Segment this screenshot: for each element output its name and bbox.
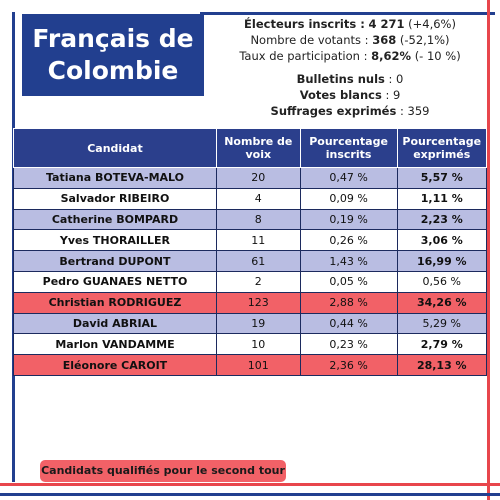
pct-registered: 0,19 %	[299, 208, 398, 231]
column-header: Pourcentage exprimés	[396, 128, 488, 168]
stat-extra: (- 10 %)	[414, 49, 461, 63]
candidate: David ABRIAL	[13, 312, 217, 335]
stat-line: Bulletins nuls : 0	[210, 71, 490, 87]
frame-line	[487, 0, 490, 500]
pct-cast: 5,29 %	[396, 312, 488, 335]
legend-qualified: Candidats qualifiés pour le second tour	[40, 460, 286, 482]
stat-label: Votes blancs	[299, 88, 382, 102]
pct-cast: 1,11 %	[396, 187, 488, 210]
votes: 19	[215, 312, 301, 335]
stat-extra: (+4,6%)	[408, 17, 456, 31]
column-header: Pourcentage inscrits	[299, 128, 398, 168]
stats: Électeurs inscrits : 4 271 (+4,6%) Nombre…	[210, 16, 490, 119]
pct-registered: 0,09 %	[299, 187, 398, 210]
pct-cast: 2,23 %	[396, 208, 488, 231]
stat-extra: (-52,1%)	[399, 33, 450, 47]
pct-cast: 3,06 %	[396, 229, 488, 252]
table-row: Tatiana BOTEVA-MALO 20 0,47 % 5,57 %	[13, 167, 488, 189]
pct-registered: 2,36 %	[299, 354, 398, 376]
title-box: Français de Colombie	[22, 14, 204, 96]
votes: 101	[215, 354, 301, 376]
table-row: Eléonore CAROIT 101 2,36 % 28,13 %	[13, 354, 488, 376]
stat-value: : 9	[385, 88, 401, 102]
column-header: Candidat	[13, 128, 217, 168]
pct-cast: 2,79 %	[396, 333, 488, 356]
stat-value: 368	[372, 33, 397, 47]
frame-line	[0, 493, 500, 496]
stat-value: 8,62%	[371, 49, 412, 63]
title: Français de	[32, 24, 194, 53]
votes: 11	[215, 229, 301, 252]
pct-registered: 0,44 %	[299, 312, 398, 335]
stat-line: Électeurs inscrits : 4 271 (+4,6%)	[210, 16, 490, 32]
votes: 2	[215, 270, 301, 293]
table-row: Marlon VANDAMME 10 0,23 % 2,79 %	[13, 333, 488, 356]
votes: 4	[215, 187, 301, 210]
stat-value: : 359	[399, 104, 430, 118]
stat-label: Électeurs inscrits :	[244, 17, 365, 31]
pct-registered: 0,05 %	[299, 270, 398, 293]
stat-value: 4 271	[368, 17, 405, 31]
votes: 20	[215, 167, 301, 189]
table-row: Yves THORAILLER 11 0,26 % 3,06 %	[13, 229, 488, 252]
stat-value: : 0	[388, 72, 404, 86]
votes: 8	[215, 208, 301, 231]
pct-registered: 0,23 %	[299, 333, 398, 356]
spacer	[210, 64, 490, 71]
candidate: Christian RODRIGUEZ	[13, 291, 217, 314]
table-row: Salvador RIBEIRO 4 0,09 % 1,11 %	[13, 187, 488, 210]
stat-line: Taux de participation : 8,62% (- 10 %)	[210, 48, 490, 64]
candidate: Catherine BOMPARD	[13, 208, 217, 231]
stat-label: Suffrages exprimés	[270, 104, 397, 118]
pct-cast: 28,13 %	[396, 354, 488, 376]
stat-label: Nombre de votants :	[250, 33, 369, 47]
pct-cast: 16,99 %	[396, 250, 488, 272]
pct-cast: 5,57 %	[396, 167, 488, 189]
candidate: Marlon VANDAMME	[13, 333, 217, 356]
candidate: Tatiana BOTEVA-MALO	[13, 167, 217, 189]
table-row: Christian RODRIGUEZ 123 2,88 % 34,26 %	[13, 291, 488, 314]
pct-registered: 0,47 %	[299, 167, 398, 189]
votes: 123	[215, 291, 301, 314]
table-row: Bertrand DUPONT 61 1,43 % 16,99 %	[13, 250, 488, 272]
stat-line: Votes blancs : 9	[210, 87, 490, 103]
stat-line: Suffrages exprimés : 359	[210, 103, 490, 119]
candidate: Pedro GUANAES NETTO	[13, 270, 217, 293]
candidate: Yves THORAILLER	[13, 229, 217, 252]
votes: 61	[215, 250, 301, 272]
pct-cast: 0,56 %	[396, 270, 488, 293]
candidate: Eléonore CAROIT	[13, 354, 217, 376]
table-row: Pedro GUANAES NETTO 2 0,05 % 0,56 %	[13, 270, 488, 293]
pct-registered: 0,26 %	[299, 229, 398, 252]
results-table: Candidat Nombre de voix Pourcentage inscri…	[13, 128, 488, 376]
frame-line	[200, 12, 495, 15]
votes: 10	[215, 333, 301, 356]
frame-line	[0, 483, 500, 486]
title: Colombie	[47, 56, 179, 85]
pct-registered: 2,88 %	[299, 291, 398, 314]
table-row: Catherine BOMPARD 8 0,19 % 2,23 %	[13, 208, 488, 231]
candidate: Bertrand DUPONT	[13, 250, 217, 272]
stat-line: Nombre de votants : 368 (-52,1%)	[210, 32, 490, 48]
stat-label: Bulletins nuls	[296, 72, 385, 86]
candidate: Salvador RIBEIRO	[13, 187, 217, 210]
header-row: Candidat Nombre de voix Pourcentage inscri…	[13, 128, 488, 168]
column-header: Nombre de voix	[215, 128, 301, 168]
pct-registered: 1,43 %	[299, 250, 398, 272]
table-row: David ABRIAL 19 0,44 % 5,29 %	[13, 312, 488, 335]
pct-cast: 34,26 %	[396, 291, 488, 314]
stat-label: Taux de participation :	[239, 49, 368, 63]
